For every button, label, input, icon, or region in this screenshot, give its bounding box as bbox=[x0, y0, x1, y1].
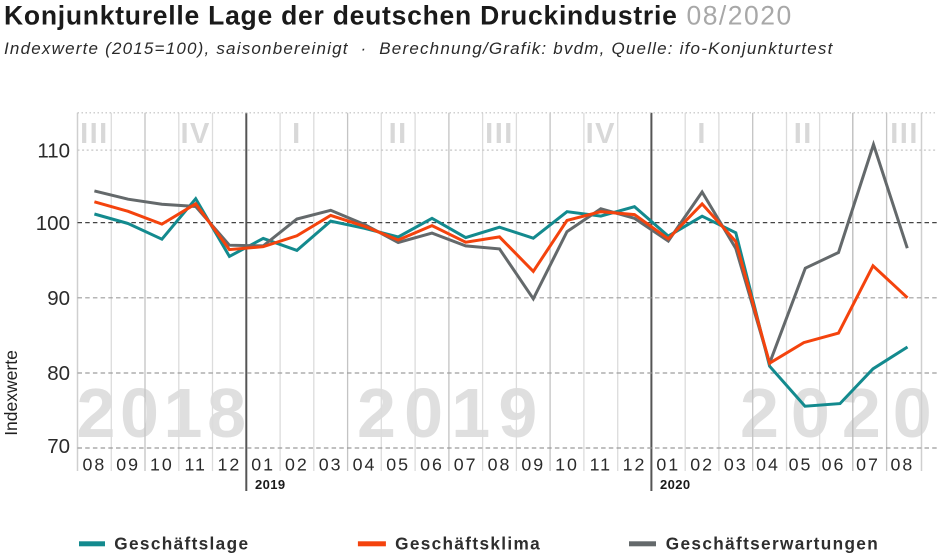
svg-text:III: III bbox=[890, 118, 919, 150]
svg-text:04: 04 bbox=[353, 455, 377, 475]
svg-text:Konjunkturelle Lage der deutsc: Konjunkturelle Lage der deutschen Drucki… bbox=[4, 1, 793, 31]
svg-text:08: 08 bbox=[83, 455, 107, 475]
svg-text:08: 08 bbox=[488, 455, 512, 475]
svg-text:Indexwerte (2015=100), saisonb: Indexwerte (2015=100), saisonbereinigt ·… bbox=[4, 39, 834, 58]
svg-text:09: 09 bbox=[521, 455, 545, 475]
svg-text:06: 06 bbox=[822, 455, 846, 475]
svg-text:01: 01 bbox=[251, 455, 275, 475]
svg-text:Indexwerte: Indexwerte bbox=[1, 350, 21, 436]
svg-text:04: 04 bbox=[756, 455, 780, 475]
svg-text:III: III bbox=[80, 118, 109, 150]
svg-text:07: 07 bbox=[454, 455, 478, 475]
svg-text:09: 09 bbox=[116, 455, 140, 475]
svg-text:06: 06 bbox=[420, 455, 444, 475]
svg-text:90: 90 bbox=[47, 287, 70, 310]
svg-text:III: III bbox=[485, 118, 514, 150]
svg-text:Geschäftslage: Geschäftslage bbox=[114, 534, 249, 554]
svg-text:2020: 2020 bbox=[660, 477, 691, 492]
svg-text:02: 02 bbox=[690, 455, 714, 475]
svg-text:2020: 2020 bbox=[740, 374, 940, 452]
svg-text:03: 03 bbox=[319, 455, 343, 475]
svg-text:100: 100 bbox=[36, 212, 70, 235]
svg-text:IV: IV bbox=[180, 118, 210, 150]
svg-text:12: 12 bbox=[218, 455, 242, 475]
svg-text:I: I bbox=[292, 118, 302, 150]
svg-text:05: 05 bbox=[789, 455, 813, 475]
svg-text:03: 03 bbox=[724, 455, 748, 475]
svg-text:10: 10 bbox=[150, 455, 174, 475]
svg-text:2019: 2019 bbox=[357, 374, 546, 452]
svg-text:II: II bbox=[794, 118, 813, 150]
svg-text:II: II bbox=[389, 118, 408, 150]
svg-text:01: 01 bbox=[656, 455, 680, 475]
svg-text:12: 12 bbox=[623, 455, 647, 475]
svg-text:07: 07 bbox=[856, 455, 880, 475]
svg-text:70: 70 bbox=[47, 435, 70, 458]
svg-text:IV: IV bbox=[586, 118, 616, 150]
svg-text:11: 11 bbox=[184, 455, 206, 475]
svg-text:110: 110 bbox=[37, 139, 70, 162]
svg-text:05: 05 bbox=[386, 455, 410, 475]
svg-text:2019: 2019 bbox=[255, 477, 286, 492]
svg-text:11: 11 bbox=[590, 455, 612, 475]
svg-text:I: I bbox=[697, 118, 707, 150]
svg-text:Geschäftsklima: Geschäftsklima bbox=[395, 534, 541, 554]
svg-text:10: 10 bbox=[555, 455, 579, 475]
svg-text:2018: 2018 bbox=[77, 374, 251, 452]
svg-text:80: 80 bbox=[47, 362, 70, 385]
svg-text:02: 02 bbox=[285, 455, 309, 475]
svg-text:08: 08 bbox=[891, 455, 915, 475]
svg-text:Geschäftserwartungen: Geschäftserwartungen bbox=[666, 534, 879, 554]
